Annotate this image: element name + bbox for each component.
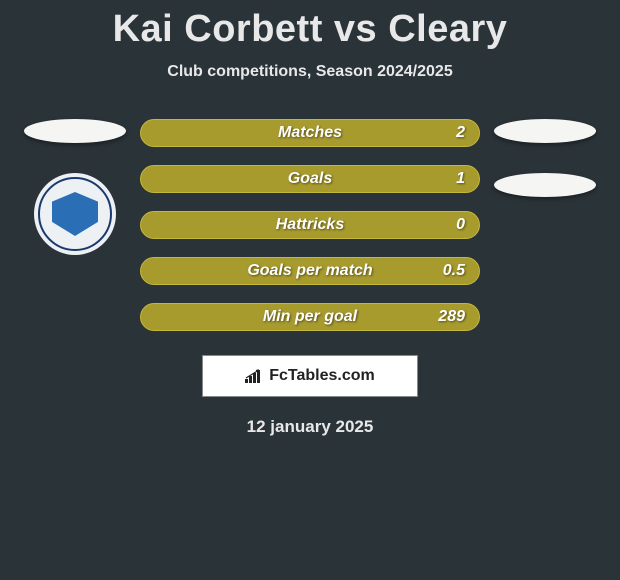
stat-value: 1 xyxy=(456,170,465,188)
stat-row: Hattricks 0 xyxy=(140,211,480,239)
club-shield-icon xyxy=(52,192,98,236)
stat-row: Goals per match 0.5 xyxy=(140,257,480,285)
stat-label: Matches xyxy=(278,124,342,142)
right-player-col xyxy=(490,119,600,197)
stat-value: 2 xyxy=(456,124,465,142)
left-player-col xyxy=(20,119,130,255)
stat-row: Goals 1 xyxy=(140,165,480,193)
comparison-row: Matches 2 Goals 1 Hattricks 0 Goals per … xyxy=(0,119,620,331)
date-label: 12 january 2025 xyxy=(0,417,620,437)
player-avatar-placeholder xyxy=(24,119,126,143)
page-title: Kai Corbett vs Cleary xyxy=(0,0,620,51)
club-badge-placeholder xyxy=(494,173,596,197)
stat-value: 0 xyxy=(456,216,465,234)
stat-label: Min per goal xyxy=(263,308,357,326)
stat-row: Matches 2 xyxy=(140,119,480,147)
club-badge-icon xyxy=(34,173,116,255)
stat-row: Min per goal 289 xyxy=(140,303,480,331)
player-avatar-placeholder xyxy=(494,119,596,143)
bars-chart-icon xyxy=(245,369,263,383)
brand-text: FcTables.com xyxy=(269,367,375,385)
brand-attribution[interactable]: FcTables.com xyxy=(202,355,418,397)
stat-value: 0.5 xyxy=(443,262,465,280)
subtitle: Club competitions, Season 2024/2025 xyxy=(0,63,620,81)
stat-value: 289 xyxy=(438,308,465,326)
stat-label: Goals per match xyxy=(247,262,372,280)
stat-label: Goals xyxy=(288,170,332,188)
stats-column: Matches 2 Goals 1 Hattricks 0 Goals per … xyxy=(140,119,480,331)
stat-label: Hattricks xyxy=(276,216,344,234)
